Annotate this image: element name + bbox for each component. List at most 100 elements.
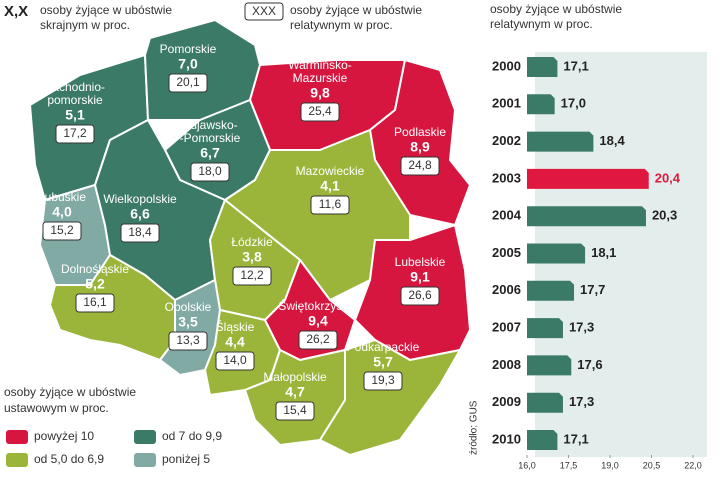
value-label: 17,7: [580, 282, 605, 297]
y-tick-label: 2009: [492, 394, 521, 409]
x-tick-label: 16,0: [518, 460, 536, 470]
header: X,X osoby żyjące w ubóstwie skrajnym w p…: [4, 2, 422, 32]
extreme-value: 5,7: [373, 354, 393, 370]
y-tick-label: 2010: [492, 431, 521, 446]
value-label: 17,3: [569, 394, 594, 409]
x-tick-label: 19,0: [601, 460, 619, 470]
bar: [527, 131, 594, 152]
x-tick-label: 17,5: [560, 460, 578, 470]
relative-value: 18,4: [128, 225, 152, 239]
relative-box: [298, 330, 338, 350]
relative-value: 26,2: [306, 332, 330, 346]
box-text: relatywnym w proc.: [290, 18, 393, 32]
bar: [527, 392, 563, 413]
y-tick-label: 2005: [492, 245, 521, 260]
relative-box: [400, 156, 440, 176]
region-name: Mazowieckie: [296, 164, 365, 178]
region-name: pomorskie: [47, 93, 103, 107]
legend-title: ustawowym w proc.: [4, 401, 109, 415]
region-name: Łódzkie: [231, 235, 273, 249]
relative-value: 15,2: [50, 223, 74, 237]
value-label: 18,4: [599, 133, 625, 148]
relative-value: 25,4: [308, 104, 332, 118]
extreme-value: 6,6: [130, 206, 150, 222]
bar: [527, 168, 649, 189]
y-tick-label: 2006: [492, 282, 521, 297]
region-name: Świętokrzyskie: [278, 298, 358, 313]
legend-title: osoby żyjące w ubóstwie: [4, 385, 136, 399]
mark-text: skrajnym w proc.: [40, 18, 130, 32]
legend-label: poniżej 5: [162, 452, 210, 466]
legend: osoby żyjące w ubóstwie ustawowym w proc…: [4, 385, 136, 415]
y-tick-label: 2004: [492, 208, 522, 223]
bar-chart: osoby żyjące w ubóstwie relatywnym w pro…: [490, 2, 707, 457]
extreme-value: 6,7: [200, 145, 220, 161]
relative-box: [400, 286, 440, 306]
relative-box: [300, 102, 340, 122]
extreme-value: 9,4: [308, 313, 328, 329]
relative-box: [363, 371, 403, 391]
chart-title: osoby żyjące w ubóstwie: [490, 2, 622, 16]
bar: [527, 318, 563, 339]
box-sample: [244, 2, 284, 21]
bar: [527, 280, 575, 301]
bar: [527, 206, 646, 227]
relative-value: 24,8: [408, 158, 432, 172]
y-tick-label: 2000: [492, 58, 521, 73]
x-tick-label: 22,0: [684, 460, 702, 470]
relative-value: 14,0: [223, 353, 247, 367]
relative-value: 19,3: [371, 373, 395, 387]
region-name: Opolskie: [165, 300, 212, 314]
value-label: 18,1: [591, 245, 616, 260]
value-label: 20,4: [655, 170, 681, 185]
relative-box: [190, 162, 230, 182]
y-tick-label: 2008: [492, 357, 521, 372]
bar: [527, 243, 586, 264]
region-name: Dolnośląskie: [61, 262, 129, 276]
legend-label: powyżej 10: [34, 429, 94, 443]
relative-box: [168, 73, 208, 93]
y-tick-label: 2003: [492, 170, 521, 185]
extreme-value: 8,9: [410, 139, 430, 155]
y-tick-label: 2002: [492, 133, 521, 148]
mark: X,X: [4, 3, 28, 20]
legend-swatch: [6, 430, 28, 444]
extreme-value: 4,0: [52, 204, 72, 220]
extreme-value: 3,5: [178, 314, 198, 330]
extreme-value: 9,8: [310, 85, 330, 101]
legend-swatch: [134, 430, 156, 444]
extreme-value: 3,8: [242, 249, 262, 265]
region-name: Podlaskie: [394, 125, 446, 139]
relative-value: 11,6: [319, 197, 342, 211]
legend-swatch: [6, 453, 28, 467]
bar: [527, 94, 555, 115]
y-tick-label: 2001: [492, 96, 521, 111]
relative-value: 17,2: [63, 126, 87, 140]
region-name: Małopolskie: [263, 370, 327, 384]
relative-value: 12,2: [240, 268, 264, 282]
chart-title: relatywnym w proc.: [490, 17, 593, 31]
relative-value: 13,3: [176, 333, 200, 347]
source: źródło: GUS: [469, 400, 480, 455]
legend-swatch: [134, 453, 156, 467]
value-label: 17,6: [577, 357, 602, 372]
region-name: Śląskie: [216, 319, 255, 334]
region-name: Kujawsko-: [182, 118, 237, 132]
value-label: 20,3: [652, 208, 677, 223]
value-label: 17,3: [569, 320, 594, 335]
relative-box: [42, 221, 82, 241]
extreme-value: 4,7: [285, 384, 305, 400]
relative-box: [55, 124, 95, 144]
relative-box: [275, 401, 315, 421]
legend-label: od 7 do 9,9: [162, 429, 222, 443]
relative-value: 26,6: [408, 288, 432, 302]
relative-value: 16,1: [83, 295, 107, 309]
y-tick-label: 2007: [492, 320, 521, 335]
legend-label: od 5,0 do 6,9: [34, 452, 104, 466]
region-name: Podkarpackie: [347, 340, 420, 354]
relative-box: [215, 351, 255, 371]
extreme-value: 9,1: [410, 269, 430, 285]
relative-value: 20,1: [176, 75, 200, 89]
